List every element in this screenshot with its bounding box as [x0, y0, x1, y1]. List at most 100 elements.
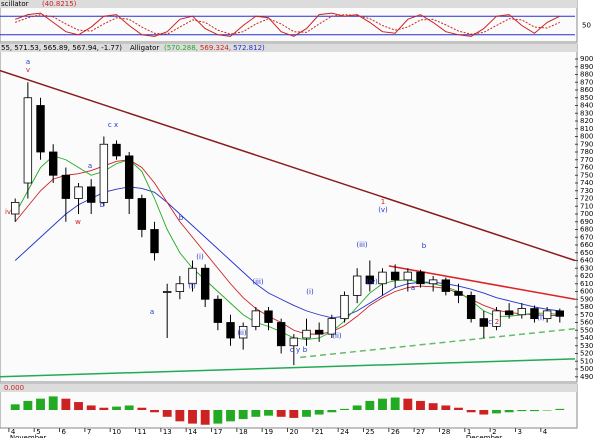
wave-label: b	[422, 242, 427, 250]
ao-bar	[302, 410, 311, 417]
candle-body	[479, 318, 489, 327]
wave-label: 2	[495, 318, 499, 326]
candle-body	[517, 308, 527, 316]
y-tick-label: 750	[580, 171, 593, 179]
ao-bar	[10, 404, 20, 410]
x-tick-label: 11	[138, 428, 147, 436]
candle-body	[251, 310, 261, 327]
wave-label: (iii)	[356, 241, 368, 249]
y-tick-label: 50	[582, 22, 591, 30]
y-tick-label: 600	[580, 288, 593, 296]
candle-body	[36, 105, 45, 153]
y-tick-label: 810	[580, 125, 593, 133]
wave-label: (i)	[306, 288, 314, 296]
ao-bar	[542, 410, 552, 411]
ao-bar	[86, 405, 96, 410]
main-header	[0, 44, 577, 52]
x-tick-label: 4	[11, 428, 16, 436]
y-tick-label: 760	[580, 164, 593, 172]
x-tick-label: 14	[188, 428, 197, 436]
x-tick-label: 10	[112, 428, 121, 436]
y-tick-label: 570	[580, 311, 593, 319]
trendline	[0, 358, 576, 378]
ao-bar	[492, 410, 501, 414]
wave-label: b	[303, 346, 308, 354]
wave-label: 1	[381, 198, 385, 206]
x-tick-label: 19	[264, 428, 273, 436]
wave-label: b	[179, 214, 184, 222]
x-tick-label: 21	[315, 428, 324, 436]
ao-bar	[352, 405, 362, 410]
x-tick-label: 24	[340, 428, 349, 436]
candle-body	[378, 271, 387, 285]
wave-label: (ii)	[332, 332, 342, 340]
x-tick-label: 7	[87, 428, 91, 436]
candle-body	[530, 308, 539, 320]
candle-body	[403, 271, 413, 281]
y-tick-label: 680	[580, 226, 593, 234]
x-tick-label: 18	[239, 428, 248, 436]
indicator-value: 569.324,	[200, 44, 231, 52]
y-tick-label: 530	[580, 342, 593, 350]
ao-bar	[99, 407, 109, 410]
y-tick-label: 700	[580, 210, 593, 218]
wave-label: (v)	[378, 206, 388, 214]
y-tick-label: 500	[580, 365, 593, 373]
candle-body	[61, 174, 71, 199]
y-tick-label: 630	[580, 264, 593, 272]
ao-bar	[416, 400, 425, 410]
wave-label: c	[488, 318, 492, 326]
candle-body	[86, 186, 96, 203]
y-tick-label: 790	[580, 140, 593, 148]
x-tick-label: 1	[467, 428, 471, 436]
ao-bar	[314, 410, 324, 415]
y-tick-label: 560	[580, 319, 593, 327]
candle-body	[492, 310, 501, 327]
candle-body	[289, 337, 299, 347]
ao-bar	[378, 398, 387, 410]
y-tick-label: 660	[580, 241, 593, 249]
candle-body	[162, 291, 172, 293]
ao-bar	[289, 410, 299, 418]
candle-body	[390, 271, 400, 281]
ao-bar	[238, 410, 248, 420]
y-tick-label: 800	[580, 133, 593, 141]
x-tick-label: 6	[62, 428, 67, 436]
candle-body	[416, 271, 425, 285]
trendline	[0, 69, 576, 262]
ao-bar	[504, 410, 514, 413]
indicator-value: (570.288,	[164, 44, 198, 52]
ao-bar	[454, 407, 463, 410]
candle-body	[200, 267, 210, 300]
candle-body	[454, 291, 463, 296]
main-panel	[0, 43, 578, 383]
x-tick-label: 3	[517, 428, 521, 436]
y-tick-label: 740	[580, 179, 593, 187]
candle-body	[10, 201, 20, 215]
wave-label: (iv)	[366, 278, 378, 286]
x-tick-label: 13	[163, 428, 172, 436]
ao-header	[0, 384, 577, 392]
y-tick-label: 580	[580, 303, 593, 311]
y-tick-label: 870	[580, 78, 593, 86]
y-tick-label: 520	[580, 350, 593, 358]
x-tick-label: 2	[492, 428, 496, 436]
y-tick-label: 510	[580, 357, 593, 365]
ao-bar	[251, 410, 261, 417]
ao-bar	[137, 407, 147, 410]
ao-bar	[340, 408, 349, 410]
ao-bar	[175, 410, 185, 422]
candle-body	[213, 298, 223, 323]
ao-bar	[61, 398, 71, 410]
y-tick-label: 620	[580, 272, 593, 280]
ao-bar	[200, 410, 210, 425]
ao-bar	[226, 410, 235, 422]
ao-bar	[150, 410, 159, 413]
y-tick-label: 860	[580, 86, 593, 94]
candle-body	[23, 97, 33, 184]
y-tick-label: 780	[580, 148, 593, 156]
main-title: 55, 571.53, 565.89, 567.94, -1.77)	[1, 44, 122, 52]
candle-body	[441, 279, 451, 292]
candle-body	[365, 275, 375, 285]
trendline	[300, 327, 576, 359]
